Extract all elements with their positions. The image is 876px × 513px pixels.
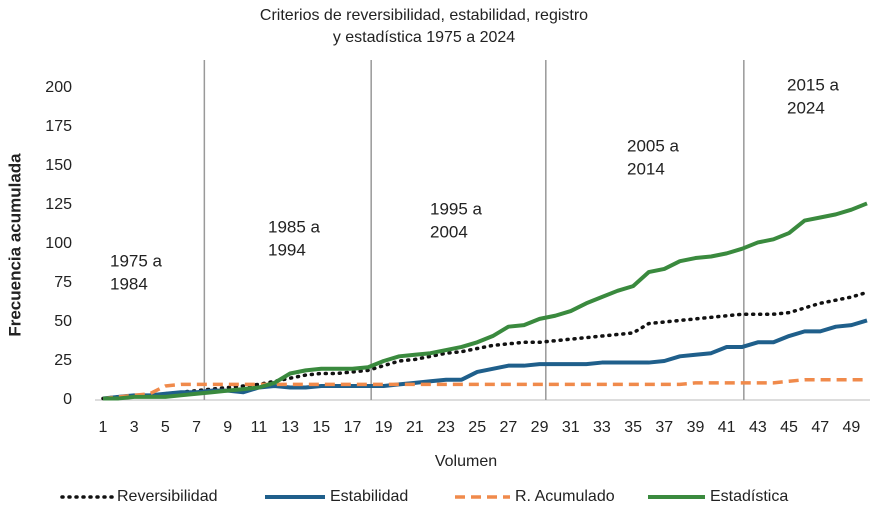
x-tick-label: 31 <box>562 419 580 436</box>
x-tick-label: 5 <box>161 419 170 436</box>
legend-label: Estadística <box>710 488 788 505</box>
y-tick-label: 75 <box>54 274 72 291</box>
period-label: 2024 <box>787 98 825 117</box>
x-tick-label: 15 <box>312 419 330 436</box>
period-label: 2005 a <box>627 136 680 155</box>
y-tick-label: 150 <box>45 157 72 174</box>
y-tick-label: 125 <box>45 196 72 213</box>
y-tick-label: 100 <box>45 235 72 252</box>
x-tick-label: 45 <box>780 419 798 436</box>
period-label: 2014 <box>627 159 665 178</box>
series-line <box>102 377 867 401</box>
y-tick-label: 0 <box>63 391 72 408</box>
x-tick-label: 41 <box>718 419 736 436</box>
period-label: 1975 a <box>110 251 163 270</box>
series-line <box>103 201 868 401</box>
series-line <box>101 290 869 401</box>
chart-title: Criterios de reversibilidad, estabilidad… <box>260 7 588 24</box>
period-label: 1985 a <box>268 217 321 236</box>
x-tick-label: 3 <box>130 419 139 436</box>
period-label: 1995 a <box>430 199 483 218</box>
period-label: 2004 <box>430 222 468 241</box>
x-tick-label: 23 <box>437 419 455 436</box>
x-tick-label: 43 <box>749 419 767 436</box>
x-tick-label: 49 <box>843 419 861 436</box>
x-tick-label: 19 <box>375 419 393 436</box>
y-tick-label: 200 <box>45 79 72 96</box>
x-tick-label: 9 <box>223 419 232 436</box>
x-tick-label: 37 <box>655 419 673 436</box>
period-label: 2015 a <box>787 75 840 94</box>
x-tick-label: 29 <box>531 419 549 436</box>
x-tick-label: 27 <box>499 419 517 436</box>
chart-title: y estadística 1975 a 2024 <box>333 29 515 46</box>
x-axis-label: Volumen <box>435 453 497 470</box>
x-tick-label: 21 <box>406 419 424 436</box>
period-label: 1984 <box>110 274 148 293</box>
x-tick-label: 33 <box>593 419 611 436</box>
x-tick-label: 25 <box>468 419 486 436</box>
x-tick-label: 1 <box>99 419 108 436</box>
y-tick-label: 25 <box>54 352 72 369</box>
y-tick-label: 175 <box>45 118 72 135</box>
x-tick-label: 11 <box>251 419 268 436</box>
x-tick-label: 35 <box>624 419 642 436</box>
x-tick-label: 13 <box>281 419 299 436</box>
series-line <box>102 318 868 401</box>
x-tick-label: 39 <box>687 419 705 436</box>
y-axis-label: Frecuencia acumulada <box>5 153 24 337</box>
x-tick-label: 17 <box>344 419 362 436</box>
period-label: 1994 <box>268 240 306 259</box>
legend-label: R. Acumulado <box>515 488 615 505</box>
x-tick-label: 7 <box>192 419 201 436</box>
x-tick-label: 47 <box>811 419 829 436</box>
y-tick-label: 50 <box>54 313 72 330</box>
legend-label: Reversibilidad <box>117 488 218 505</box>
legend-label: Estabilidad <box>330 488 408 505</box>
